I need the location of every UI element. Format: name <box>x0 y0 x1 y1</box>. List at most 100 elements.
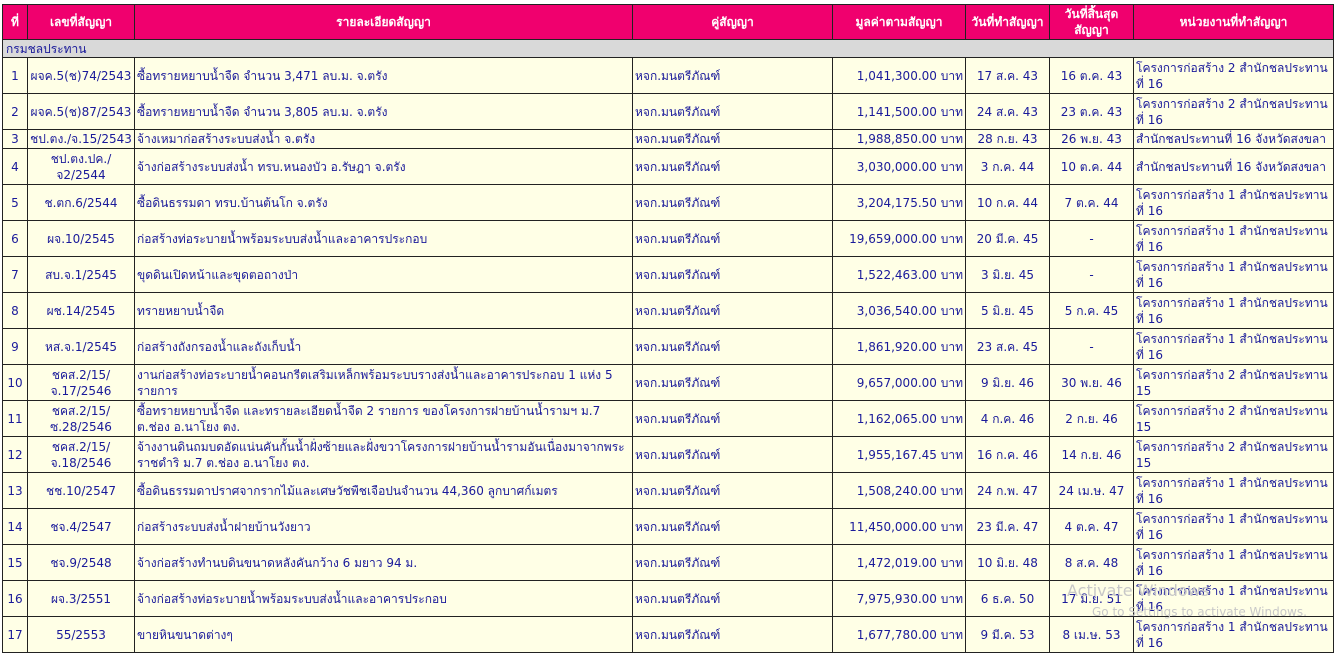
start-date-cell: 17 ส.ค. 43 <box>965 57 1050 94</box>
row-number-cell: 3 <box>2 129 28 149</box>
header-end-date: วันที่สิ้นสุดสัญญา <box>1049 4 1134 40</box>
agency-cell: โครงการก่อสร้าง 1 สำนักชลประทานที่ 16 <box>1133 508 1334 545</box>
start-date-cell: 16 ก.ค. 46 <box>965 436 1050 473</box>
contract-party-cell: หจก.มนตรีภัณฑ์ <box>632 148 833 185</box>
contract-value-cell: 1,988,850.00 บาท <box>832 129 966 149</box>
contract-party-cell: หจก.มนตรีภัณฑ์ <box>632 57 833 94</box>
agency-cell: โครงการก่อสร้าง 1 สำนักชลประทานที่ 16 <box>1133 616 1334 653</box>
contract-party-cell: หจก.มนตรีภัณฑ์ <box>632 400 833 437</box>
contract-value-cell: 1,508,240.00 บาท <box>832 472 966 509</box>
contract-value-cell: 3,204,175.50 บาท <box>832 184 966 221</box>
row-number-cell: 16 <box>2 580 28 617</box>
contract-number-cell: สบ.จ.1/2545 <box>27 256 135 293</box>
start-date-cell: 20 มี.ค. 45 <box>965 220 1050 257</box>
end-date-cell: 4 ต.ค. 47 <box>1049 508 1134 545</box>
contract-number-cell: ผจค.5(ช)87/2543 <box>27 93 135 130</box>
table-row: 5 ช.ตก.6/2544 ซื้อดินธรรมดา ทรบ.บ้านต้นโก … <box>2 184 1334 221</box>
row-number-cell: 14 <box>2 508 28 545</box>
contract-party-cell: หจก.มนตรีภัณฑ์ <box>632 364 833 401</box>
start-date-cell: 24 ส.ค. 43 <box>965 93 1050 130</box>
table-row: 9 หส.จ.1/2545 ก่อสร้างถังกรองน้ำและถังเก็บ… <box>2 328 1334 365</box>
end-date-cell: - <box>1049 220 1134 257</box>
contract-detail-cell: ซื้อดินธรรมดาปราศจากรากไม้และเศษวัชพืชเจ… <box>134 472 633 509</box>
contract-detail-cell: จ้างก่อสร้างทำนบดินขนาดหลังคันกว้าง 6 มย… <box>134 544 633 581</box>
table-row: 6 ผจ.10/2545 ก่อสร้างท่อระบายน้ำพร้อมระบบส… <box>2 220 1334 257</box>
row-number-cell: 11 <box>2 400 28 437</box>
group-label: กรมชลประทาน <box>2 39 1334 58</box>
table-row: 16 ผจ.3/2551 จ้างก่อสร้างท่อระบายน้ำพร้อมร… <box>2 580 1334 617</box>
contract-detail-cell: ซื้อทรายหยาบน้ำจืด จำนวน 3,471 ลบ.ม. จ.ต… <box>134 57 633 94</box>
contract-value-cell: 1,162,065.00 บาท <box>832 400 966 437</box>
contract-detail-cell: ซื้อทรายหยาบน้ำจืด และทรายละเอียดน้ำจืด … <box>134 400 633 437</box>
row-number-cell: 13 <box>2 472 28 509</box>
contract-detail-cell: ซื้อทรายหยาบน้ำจืด จำนวน 3,805 ลบ.ม. จ.ต… <box>134 93 633 130</box>
row-number-cell: 10 <box>2 364 28 401</box>
agency-cell: โครงการก่อสร้าง 1 สำนักชลประทานที่ 16 <box>1133 328 1334 365</box>
contract-detail-cell: ก่อสร้างระบบส่งน้ำฝายบ้านวังยาว <box>134 508 633 545</box>
contract-value-cell: 3,036,540.00 บาท <box>832 292 966 329</box>
contract-detail-cell: ทรายหยาบน้ำจืด <box>134 292 633 329</box>
contracts-table: ที่ เลขที่สัญญา รายละเอียดสัญญา คู่สัญญา… <box>2 4 1334 653</box>
end-date-cell: 16 ต.ค. 43 <box>1049 57 1134 94</box>
end-date-cell: - <box>1049 256 1134 293</box>
contract-party-cell: หจก.มนตรีภัณฑ์ <box>632 436 833 473</box>
start-date-cell: 10 ก.ค. 44 <box>965 184 1050 221</box>
contract-number-cell: ผจ.10/2545 <box>27 220 135 257</box>
agency-cell: สำนักชลประทานที่ 16 จังหวัดสงขลา <box>1133 148 1334 185</box>
contract-number-cell: ผช.14/2545 <box>27 292 135 329</box>
row-number-cell: 2 <box>2 93 28 130</box>
agency-cell: โครงการก่อสร้าง 1 สำนักชลประทานที่ 16 <box>1133 472 1334 509</box>
end-date-cell: 8 เม.ษ. 53 <box>1049 616 1134 653</box>
end-date-cell: 24 เม.ษ. 47 <box>1049 472 1134 509</box>
contract-detail-cell: ซื้อดินธรรมดา ทรบ.บ้านต้นโก จ.ตรัง <box>134 184 633 221</box>
contract-value-cell: 19,659,000.00 บาท <box>832 220 966 257</box>
start-date-cell: 9 มี.ค. 53 <box>965 616 1050 653</box>
row-number-cell: 6 <box>2 220 28 257</box>
start-date-cell: 28 ก.ย. 43 <box>965 129 1050 149</box>
table-row: 14 ชจ.4/2547 ก่อสร้างระบบส่งน้ำฝายบ้านวังย… <box>2 508 1334 545</box>
contract-number-cell: ชป.ตง.ปค./จ2/2544 <box>27 148 135 185</box>
contract-number-cell: ชคส.2/15/ซ.28/2546 <box>27 400 135 437</box>
end-date-cell: 17 มิ.ย. 51 <box>1049 580 1134 617</box>
end-date-cell: 8 ส.ค. 48 <box>1049 544 1134 581</box>
row-number-cell: 4 <box>2 148 28 185</box>
contract-number-cell: ชคส.2/15/จ.17/2546 <box>27 364 135 401</box>
header-no: ที่ <box>2 4 28 40</box>
start-date-cell: 23 มี.ค. 47 <box>965 508 1050 545</box>
contract-party-cell: หจก.มนตรีภัณฑ์ <box>632 472 833 509</box>
row-number-cell: 7 <box>2 256 28 293</box>
contract-detail-cell: ขุดดินเปิดหน้าและขุดตอถางป่า <box>134 256 633 293</box>
contract-detail-cell: จ้างก่อสร้างระบบส่งน้ำ ทรบ.หนองบัว อ.รัษ… <box>134 148 633 185</box>
contract-detail-cell: ก่อสร้างท่อระบายน้ำพร้อมระบบส่งน้ำและอาค… <box>134 220 633 257</box>
contract-value-cell: 1,041,300.00 บาท <box>832 57 966 94</box>
end-date-cell: 23 ต.ค. 43 <box>1049 93 1134 130</box>
start-date-cell: 3 ก.ค. 44 <box>965 148 1050 185</box>
contract-value-cell: 7,975,930.00 บาท <box>832 580 966 617</box>
table-row: 10 ชคส.2/15/จ.17/2546 งานก่อสร้างท่อระบายน… <box>2 364 1334 401</box>
contract-value-cell: 9,657,000.00 บาท <box>832 364 966 401</box>
contract-party-cell: หจก.มนตรีภัณฑ์ <box>632 256 833 293</box>
end-date-cell: 26 พ.ย. 43 <box>1049 129 1134 149</box>
table-row: 1 ผจค.5(ช)74/2543 ซื้อทรายหยาบน้ำจืด จำนวน… <box>2 57 1334 94</box>
contract-value-cell: 1,522,463.00 บาท <box>832 256 966 293</box>
contract-party-cell: หจก.มนตรีภัณฑ์ <box>632 544 833 581</box>
row-number-cell: 9 <box>2 328 28 365</box>
contract-party-cell: หจก.มนตรีภัณฑ์ <box>632 93 833 130</box>
contract-value-cell: 11,450,000.00 บาท <box>832 508 966 545</box>
contract-party-cell: หจก.มนตรีภัณฑ์ <box>632 616 833 653</box>
row-number-cell: 8 <box>2 292 28 329</box>
start-date-cell: 9 มิ.ย. 46 <box>965 364 1050 401</box>
contract-number-cell: ผจค.5(ช)74/2543 <box>27 57 135 94</box>
start-date-cell: 10 มิ.ย. 48 <box>965 544 1050 581</box>
start-date-cell: 5 มิ.ย. 45 <box>965 292 1050 329</box>
row-number-cell: 1 <box>2 57 28 94</box>
end-date-cell: 30 พ.ย. 46 <box>1049 364 1134 401</box>
contract-value-cell: 1,955,167.45 บาท <box>832 436 966 473</box>
contract-party-cell: หจก.มนตรีภัณฑ์ <box>632 580 833 617</box>
table-row: 15 ชจ.9/2548 จ้างก่อสร้างทำนบดินขนาดหลังคั… <box>2 544 1334 581</box>
table-row: 11 ชคส.2/15/ซ.28/2546 ซื้อทรายหยาบน้ำจืด แ… <box>2 400 1334 437</box>
header-row: ที่ เลขที่สัญญา รายละเอียดสัญญา คู่สัญญา… <box>2 4 1334 40</box>
table-row: 3 ชป.ตง./จ.15/2543 จ้างเหมาก่อสร้างระบบส่ง… <box>2 129 1334 149</box>
contract-detail-cell: งานก่อสร้างท่อระบายน้ำคอนกรีตเสริมเหล็กพ… <box>134 364 633 401</box>
activate-windows-watermark-text: Go to Settings to activate Windows. <box>1092 605 1307 619</box>
